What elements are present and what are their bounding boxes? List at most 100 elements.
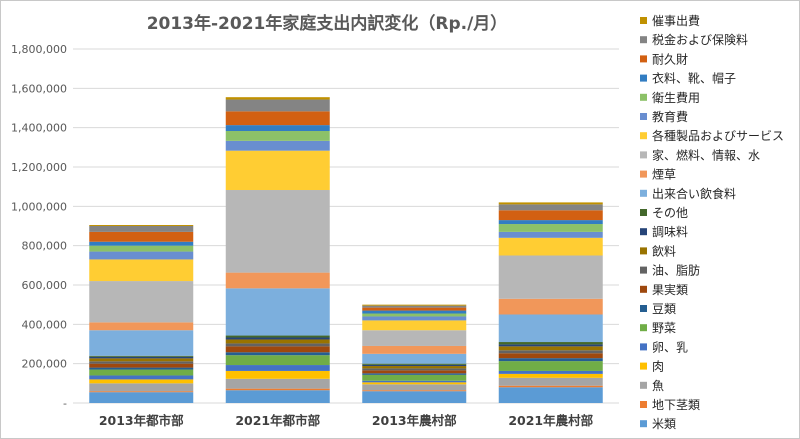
bar-stack xyxy=(89,225,194,403)
legend-label: 魚 xyxy=(652,379,664,393)
bar-segment xyxy=(498,210,603,221)
legend-swatch xyxy=(640,74,647,82)
bar-segment xyxy=(225,355,330,366)
bar-segment xyxy=(362,364,467,367)
bars xyxy=(89,97,603,403)
legend-item: 飲料 xyxy=(640,243,676,258)
bar-segment xyxy=(89,375,194,380)
bar-segment xyxy=(225,352,330,356)
legend-item: 衣料、靴、帽子 xyxy=(640,71,736,86)
bar-segment xyxy=(89,361,194,364)
bar-segment xyxy=(225,97,330,100)
legend-swatch xyxy=(640,189,647,197)
bar-segment xyxy=(362,391,467,403)
bar-segment xyxy=(225,272,330,289)
bar-segment xyxy=(89,226,194,232)
legend-swatch xyxy=(640,55,647,63)
bar-segment xyxy=(89,231,194,242)
bar-segment xyxy=(89,225,194,226)
bar-segment xyxy=(89,245,194,252)
y-tick-label: 400,000 xyxy=(22,318,68,331)
bar-segment xyxy=(498,377,603,386)
legend-item: 衛生費用 xyxy=(640,90,700,105)
bar-segment xyxy=(498,373,603,378)
chart-title: 2013年-2021年家庭支出内訳変化（Rp./月） xyxy=(147,13,508,34)
bar-segment xyxy=(498,224,603,232)
y-tick-label: 1,200,000 xyxy=(11,161,67,174)
y-tick-label: 800,000 xyxy=(22,240,68,253)
bar-segment xyxy=(498,202,603,205)
y-tick-label: 1,600,000 xyxy=(11,82,67,95)
legend-item: 各種製品およびサービス xyxy=(640,128,784,143)
legend: 催事出費税金および保険料耐久財衣料、靴、帽子衛生費用教育費各種製品およびサービス… xyxy=(640,13,784,431)
legend-item: 果実類 xyxy=(640,282,688,297)
legend-label: 豆類 xyxy=(652,302,676,316)
bar-segment xyxy=(498,342,603,345)
legend-swatch xyxy=(640,132,647,140)
bar-segment xyxy=(362,380,467,383)
legend-label: 衛生費用 xyxy=(652,90,700,105)
legend-label: 各種製品およびサービス xyxy=(652,128,784,143)
legend-label: 調味料 xyxy=(652,225,688,239)
bar-segment xyxy=(89,259,194,282)
bar-segment xyxy=(498,387,603,403)
bar-segment xyxy=(89,251,194,260)
legend-item: 卵、乳 xyxy=(640,340,688,354)
bar-segment xyxy=(362,363,467,365)
bar-segment xyxy=(225,346,330,353)
bar-segment xyxy=(498,298,603,315)
bar-segment xyxy=(89,358,194,362)
legend-item: 調味料 xyxy=(640,225,688,239)
bar-segment xyxy=(225,140,330,151)
legend-swatch xyxy=(640,420,647,428)
bar-segment xyxy=(498,237,603,256)
legend-label: 耐久財 xyxy=(652,51,688,66)
bar-segment xyxy=(89,356,194,359)
legend-item: 油、脂肪 xyxy=(640,263,700,278)
bar-segment xyxy=(225,99,330,112)
bar-segment xyxy=(362,307,467,311)
legend-swatch xyxy=(640,324,647,332)
legend-swatch xyxy=(640,17,647,24)
legend-item: 米類 xyxy=(640,417,676,431)
bar-stack xyxy=(362,304,467,403)
bar-segment xyxy=(498,346,603,351)
bar-segment xyxy=(225,390,330,403)
legend-swatch xyxy=(640,93,647,101)
legend-item: 耐久財 xyxy=(640,51,688,66)
bar-segment xyxy=(89,281,194,323)
bar-segment xyxy=(498,220,603,225)
bar-segment xyxy=(89,391,194,393)
bar-segment xyxy=(362,370,467,374)
bar-segment xyxy=(362,384,467,391)
y-tick-label: 600,000 xyxy=(22,279,68,292)
legend-swatch xyxy=(640,266,647,274)
bar-segment xyxy=(362,382,467,385)
bar-segment xyxy=(89,392,194,403)
x-axis: 2013年都市部 2021年都市部 2013年農村部 2021年農村部 xyxy=(99,413,594,428)
legend-item: 出来合い飲食料 xyxy=(640,186,736,201)
legend-item: 地下茎類 xyxy=(640,398,700,412)
legend-swatch xyxy=(640,343,647,351)
y-tick-label: 1,000,000 xyxy=(11,200,67,213)
bar-segment xyxy=(225,370,330,379)
legend-item: 豆類 xyxy=(640,302,676,316)
x-category-label: 2021年農村部 xyxy=(508,413,593,428)
legend-item: 肉 xyxy=(640,360,664,374)
y-tick-label: 200,000 xyxy=(22,358,68,371)
bar-segment xyxy=(498,358,603,362)
bar-segment xyxy=(225,339,330,344)
bar-segment xyxy=(362,304,467,306)
bar-segment xyxy=(362,368,467,371)
legend-swatch xyxy=(640,113,647,120)
bar-segment xyxy=(225,111,330,126)
bar-segment xyxy=(498,361,603,371)
y-axis: - 200,000 400,000 600,000 800,000 1,000,000 1,… xyxy=(11,43,67,410)
bar-segment xyxy=(498,385,603,388)
legend-label: 催事出費 xyxy=(652,13,700,28)
legend-swatch xyxy=(640,247,647,255)
bar-segment xyxy=(89,322,194,331)
bar-segment xyxy=(89,383,194,392)
